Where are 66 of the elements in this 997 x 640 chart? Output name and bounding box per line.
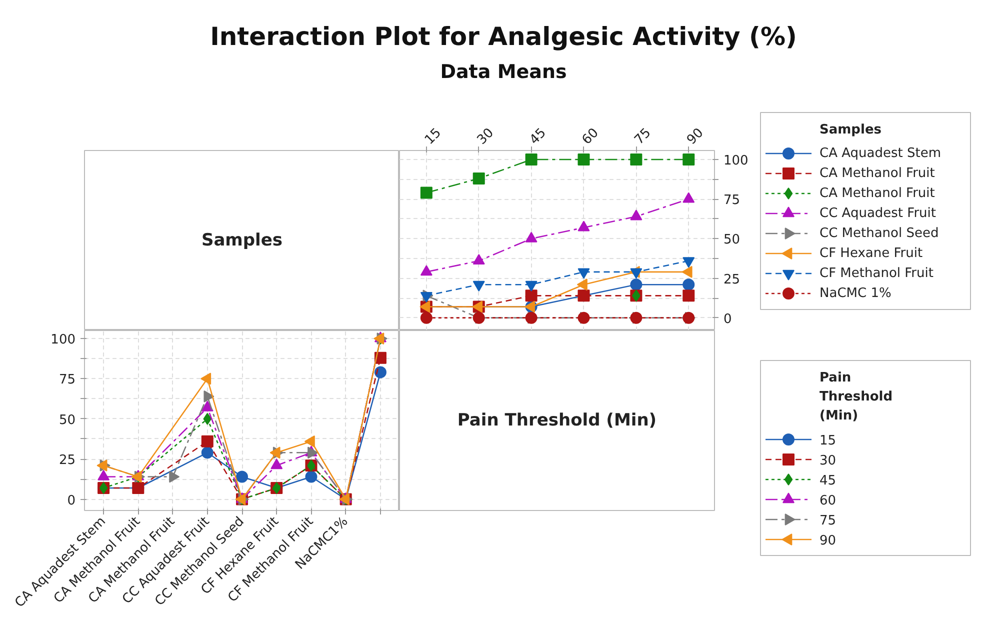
legend-label: CF Methanol Fruit	[820, 266, 934, 281]
legend-label: 90	[820, 534, 836, 548]
point	[270, 458, 283, 470]
point	[630, 278, 642, 291]
point	[420, 292, 432, 303]
point	[578, 154, 590, 166]
x-tick-label: 15	[422, 126, 444, 148]
x-axis-title: Samples	[201, 230, 283, 250]
point	[682, 290, 695, 302]
point	[201, 435, 214, 448]
x-axis-title: Pain Threshold (Min)	[457, 410, 657, 430]
y-tick-label: 100	[50, 332, 76, 348]
y-tick-label: 0	[724, 312, 732, 327]
y-tick-label: 25	[724, 272, 740, 288]
point	[525, 154, 538, 166]
point	[682, 278, 695, 291]
point	[374, 332, 384, 345]
point	[525, 290, 538, 302]
legend-label: 45	[820, 474, 836, 488]
point	[374, 366, 386, 378]
point	[472, 280, 485, 292]
x-tick-label: 90	[684, 126, 707, 148]
legend-label: 60	[820, 494, 836, 508]
legend-label: CF Hexane Fruit	[820, 246, 923, 261]
legend-label: CC Aquadest Fruit	[820, 206, 936, 221]
point	[420, 312, 432, 324]
point	[472, 312, 485, 324]
y-tick-label: 100	[724, 154, 748, 169]
legend-label: NaCMC 1%	[820, 286, 892, 301]
y-tick-label: 75	[724, 193, 740, 208]
legend-label: CC Methanol Seed	[820, 226, 939, 241]
point	[236, 470, 248, 483]
point	[203, 412, 212, 425]
point	[204, 390, 214, 402]
point	[201, 446, 214, 459]
legend-title: Samples	[820, 122, 882, 138]
point	[525, 280, 538, 292]
point	[630, 154, 642, 166]
point	[578, 312, 590, 324]
point	[682, 154, 695, 166]
chart-title: Interaction Plot for Analgesic Activity (%)	[209, 21, 798, 53]
legend-label: CA Methanol Fruit	[820, 166, 935, 181]
chart-subtitle: Data Means	[439, 60, 568, 85]
legend-title: Pain Threshold (Min)	[820, 370, 893, 424]
point	[169, 470, 180, 483]
point	[525, 312, 538, 324]
x-tick-label: 60	[580, 126, 602, 148]
x-tick-label: 45	[527, 126, 550, 148]
y-tick-label: 50	[724, 232, 740, 248]
y-tick-label: 50	[58, 412, 76, 428]
legend-label: CA Methanol Fruit	[820, 186, 935, 201]
y-tick-label: 25	[58, 453, 76, 468]
point	[472, 172, 485, 185]
point	[578, 268, 590, 279]
y-tick-label: 0	[67, 493, 76, 508]
point	[630, 312, 642, 324]
point	[420, 186, 432, 199]
legend-label: 15	[820, 434, 836, 448]
legend-label: 30	[820, 454, 836, 468]
point	[630, 268, 642, 279]
point	[682, 257, 695, 268]
y-tick-label: 75	[58, 372, 76, 388]
legend-label: CA Aquadest Stem	[820, 146, 941, 161]
point	[305, 470, 318, 483]
x-tick-label: 30	[474, 126, 497, 148]
x-tick-label: 75	[632, 126, 654, 148]
